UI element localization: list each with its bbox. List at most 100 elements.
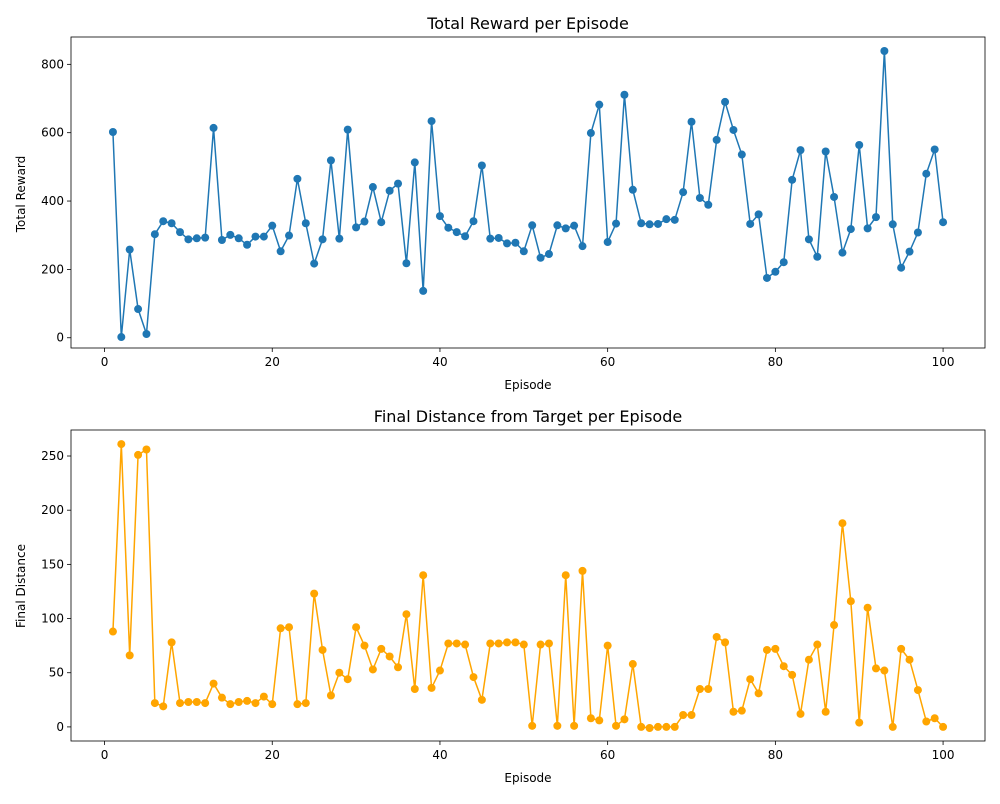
data-point [586,129,595,138]
plot-frame [70,429,986,742]
data-point [855,141,864,149]
data-point [176,699,185,708]
data-point [192,697,201,706]
x-tick-label: 20 [265,748,280,762]
data-point [821,707,830,716]
data-point [645,220,654,229]
data-point [662,722,671,731]
data-point [695,193,704,202]
data-point [477,161,486,170]
data-point [461,232,470,241]
data-point [737,706,746,715]
data-point [184,697,193,706]
data-point [276,247,285,256]
data-point [880,47,889,56]
data-point [209,123,218,132]
x-tick-label: 40 [432,748,447,762]
data-point [729,707,738,716]
x-tick-label: 40 [432,355,447,369]
data-point [880,666,889,675]
data-point [209,679,218,688]
data-point [243,240,252,249]
data-point [897,644,906,653]
data-point [871,213,880,222]
data-point [402,259,411,268]
data-point [234,697,243,706]
data-point [217,693,226,702]
data-point [444,223,453,232]
data-point [913,686,922,695]
data-point [435,666,444,675]
data-point [343,125,352,134]
data-point [712,135,721,144]
data-point [603,641,612,650]
data-point [318,645,327,654]
data-point [234,234,243,243]
data-point [134,305,143,314]
data-point [511,238,520,247]
y-axis-label: Final Distance [14,544,28,628]
data-point [586,714,595,723]
data-point [477,695,486,704]
data-point [653,722,662,731]
chart-title: Total Reward per Episode [426,14,629,33]
x-tick-label: 0 [101,748,109,762]
data-point [419,571,428,580]
data-point [762,645,771,654]
data-point [159,702,168,711]
data-point [771,644,780,653]
data-point [846,225,855,234]
data-point [536,253,545,262]
data-point [360,217,369,226]
y-tick-label: 200 [41,262,64,276]
data-point [855,718,864,727]
data-point [553,721,562,730]
data-point [259,232,268,241]
data-point [737,150,746,159]
data-point [435,212,444,221]
x-axis-ticks: 0 20 40 60 80 100 [101,741,955,762]
y-axis-ticks: 0 200 400 600 800 [41,57,71,345]
data-point [628,185,637,194]
data-point [922,169,931,178]
y-axis-label: Total Reward [14,156,28,234]
data-point [159,217,168,226]
data-point [427,117,436,126]
data-point [117,440,126,449]
data-point [226,700,235,709]
data-point [368,665,377,674]
data-point [595,100,604,109]
data-point [360,641,369,650]
y-tick-label: 250 [41,449,64,463]
data-point [142,445,151,454]
data-point [259,692,268,701]
y-tick-label: 800 [41,57,64,71]
y-tick-label: 600 [41,126,64,140]
data-point [687,710,696,719]
data-point [318,235,327,244]
data-point [326,691,335,700]
data-point [754,210,763,219]
data-point [192,234,201,243]
data-point [108,128,117,137]
data-point [846,597,855,606]
y-tick-label: 100 [41,612,64,626]
data-point [721,638,730,647]
data-point [905,655,914,664]
data-point [871,664,880,673]
y-tick-label: 0 [56,331,64,345]
x-tick-label: 100 [932,355,955,369]
data-point [125,245,134,254]
data-point [444,639,453,648]
data-point [125,651,134,660]
data-point [670,722,679,731]
data-point [779,662,788,671]
distance-chart: Final Distance from Target per Episode 0… [14,407,986,785]
x-tick-label: 0 [101,355,109,369]
data-point [653,219,662,228]
data-point [494,639,503,648]
data-point [117,333,126,342]
data-point [410,684,419,693]
data-point [838,248,847,257]
